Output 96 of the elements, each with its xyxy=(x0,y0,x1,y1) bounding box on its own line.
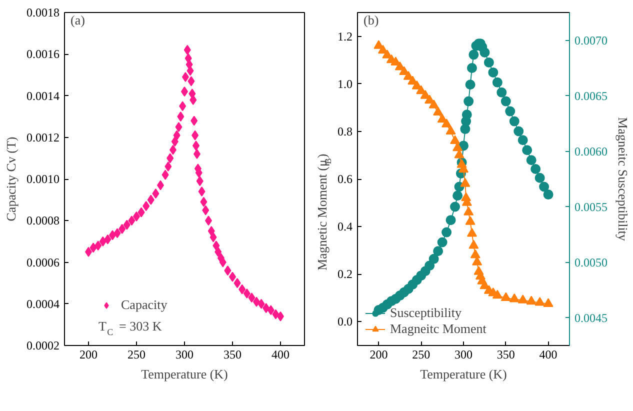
point xyxy=(488,67,498,78)
x-tick-label: 400 xyxy=(272,348,290,362)
y-tick-label: 0.0010 xyxy=(26,172,60,186)
y2-tick-label: 0.0065 xyxy=(574,88,608,103)
legend-label: Capacity xyxy=(121,297,168,313)
y2-tick-label: 0.0050 xyxy=(574,255,608,270)
point xyxy=(442,227,452,238)
point xyxy=(470,249,480,258)
point xyxy=(403,71,414,80)
y-tick-label: 0.0008 xyxy=(26,214,60,228)
y-tick-label: 0.0018 xyxy=(26,6,60,20)
x-tick-label: 350 xyxy=(224,348,242,362)
annotation: (b) xyxy=(364,12,379,28)
annotation: (a) xyxy=(70,12,85,28)
point xyxy=(437,237,448,248)
point xyxy=(534,172,545,183)
legend-label: Susceptibility xyxy=(390,305,462,321)
y-tick-label: 0.8 xyxy=(338,124,352,138)
point xyxy=(505,106,516,116)
x-axis-title: Temperature (K) xyxy=(141,366,228,382)
point xyxy=(492,77,502,88)
point xyxy=(450,202,460,212)
x-tick-label: 250 xyxy=(128,348,146,362)
y-tick-label: 0.0016 xyxy=(26,47,60,62)
point xyxy=(412,80,422,90)
y-tick-label: 0.0014 xyxy=(26,88,60,103)
point xyxy=(462,110,472,120)
point xyxy=(394,62,405,70)
point xyxy=(465,80,476,90)
point xyxy=(472,256,482,266)
point xyxy=(428,254,439,264)
point xyxy=(484,57,494,68)
point xyxy=(428,100,439,108)
point xyxy=(534,296,545,306)
point xyxy=(518,294,528,304)
point xyxy=(526,296,536,305)
point xyxy=(543,298,554,307)
y-tick-label: 0.0004 xyxy=(26,296,60,311)
point xyxy=(374,40,384,49)
y2-axis-title: Magneitc Susceptibility xyxy=(616,117,630,242)
point xyxy=(480,47,490,58)
point xyxy=(460,178,470,187)
point xyxy=(518,135,528,146)
y2-tick-label: 0.0070 xyxy=(574,33,608,48)
y2-tick-label: 0.0055 xyxy=(574,200,608,214)
point xyxy=(492,290,502,299)
point xyxy=(500,96,511,106)
y2-tick-label: 0.0045 xyxy=(574,310,608,325)
x-tick-label: 350 xyxy=(496,348,515,362)
point xyxy=(450,135,460,144)
y-tick-label: 0.0012 xyxy=(26,130,60,144)
y-tick-label: 1.0 xyxy=(338,76,352,91)
point xyxy=(465,216,476,225)
y-axis-title: Capacity Cv (T) xyxy=(4,136,18,222)
legend-label: Magneitc Moment xyxy=(390,321,486,337)
x-tick-label: 300 xyxy=(176,348,194,362)
point xyxy=(500,292,511,302)
x-tick-label: 200 xyxy=(80,348,98,362)
point xyxy=(454,150,464,158)
point xyxy=(464,96,474,106)
point xyxy=(468,240,479,249)
point xyxy=(496,87,507,98)
point xyxy=(452,190,463,201)
point xyxy=(433,106,444,116)
point xyxy=(543,190,554,200)
point xyxy=(509,116,520,126)
y-tick-label: 0.6 xyxy=(338,172,352,186)
point xyxy=(539,182,550,192)
point xyxy=(466,228,477,237)
point xyxy=(509,293,520,302)
y-tick-label: 0.2 xyxy=(338,267,352,282)
point xyxy=(446,126,456,135)
point xyxy=(442,118,452,128)
point xyxy=(466,63,477,73)
x-tick-label: 300 xyxy=(454,348,472,362)
point xyxy=(382,50,392,58)
x-axis-title: Temperature (K) xyxy=(420,366,507,382)
x-tick-label: 200 xyxy=(370,348,388,362)
y-axis-title: Magnetic Moment (μB) xyxy=(314,154,333,270)
point xyxy=(526,155,536,166)
point xyxy=(464,206,474,216)
y-tick-label: 0.0 xyxy=(338,314,352,329)
point xyxy=(420,90,430,99)
y-tick-label: 0.0002 xyxy=(26,338,60,352)
y-tick-label: 1.2 xyxy=(338,29,352,44)
y2-tick-label: 0.0060 xyxy=(574,144,608,158)
y-tick-label: 0.4 xyxy=(338,220,352,234)
point xyxy=(468,50,479,60)
point xyxy=(514,126,524,136)
x-tick-label: 400 xyxy=(539,348,558,362)
point xyxy=(522,145,532,156)
point xyxy=(433,246,444,256)
point xyxy=(446,215,456,226)
point xyxy=(530,164,541,174)
x-tick-label: 250 xyxy=(412,348,430,362)
y-tick-label: 0.0006 xyxy=(26,255,60,270)
